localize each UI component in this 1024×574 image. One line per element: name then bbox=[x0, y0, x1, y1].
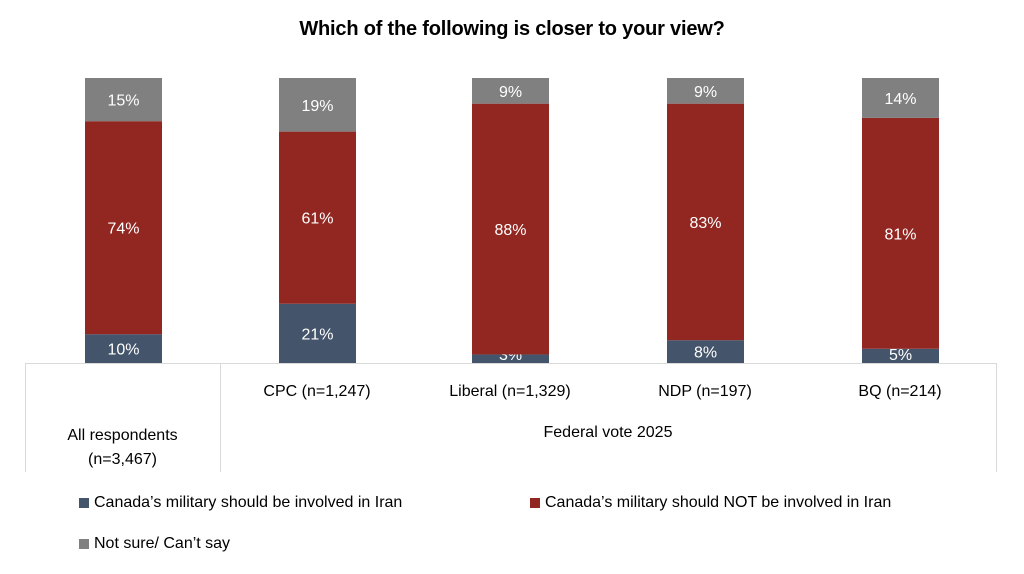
category-label-liberal: Liberal (n=1,329) bbox=[449, 383, 571, 400]
bar-ndp-not-involved bbox=[667, 103, 744, 341]
bar-cpc-not-involved bbox=[279, 131, 356, 304]
data-label-ndp-not-sure: 9% bbox=[694, 84, 717, 101]
category-label-all-line2: (n=3,467) bbox=[88, 451, 157, 468]
category-label-all: All respondents (n=3,467) bbox=[25, 424, 220, 472]
legend-label-not-involved: Canada’s military should NOT be involved… bbox=[545, 494, 892, 511]
category-label-all-line1: All respondents bbox=[67, 427, 178, 444]
data-label-ndp-not-involved: 83% bbox=[689, 215, 721, 232]
legend-label-involved: Canada’s military should be involved in … bbox=[94, 494, 403, 511]
bar-bq-involved bbox=[862, 348, 939, 363]
legend-item-involved: Canada’s military should be involved in … bbox=[79, 494, 402, 512]
data-label-cpc-not-involved: 61% bbox=[301, 211, 333, 228]
data-label-bq-not-involved: 81% bbox=[884, 226, 916, 243]
bar-ndp-involved bbox=[667, 340, 744, 363]
data-label-cpc-involved: 21% bbox=[301, 326, 333, 343]
data-label-bq-not-sure: 14% bbox=[884, 91, 916, 108]
bar-cpc-not-sure bbox=[279, 78, 356, 132]
data-label-all-not-involved: 74% bbox=[107, 221, 139, 238]
chart-title: Which of the following is closer to your… bbox=[299, 18, 725, 40]
data-label-all-involved: 10% bbox=[107, 342, 139, 359]
data-label-cpc-not-sure: 19% bbox=[301, 98, 333, 115]
category-table bbox=[25, 363, 997, 472]
data-label-ndp-involved: 8% bbox=[694, 345, 717, 362]
legend-swatch-not-sure bbox=[79, 539, 89, 549]
bar-liberal-involved bbox=[472, 354, 549, 363]
bar-all-not-involved bbox=[85, 121, 162, 335]
category-label-ndp: NDP (n=197) bbox=[658, 383, 752, 400]
bar-cpc-involved bbox=[279, 303, 356, 363]
bar-bq-not-involved bbox=[862, 117, 939, 349]
data-label-liberal-not-involved: 88% bbox=[494, 222, 526, 239]
category-label-cpc: CPC (n=1,247) bbox=[263, 383, 371, 400]
data-label-bq-involved: 5% bbox=[889, 347, 912, 364]
group-label-federal-vote: Federal vote 2025 bbox=[543, 424, 673, 441]
data-label-all-not-sure: 15% bbox=[107, 93, 139, 110]
bar-all-not-sure bbox=[85, 78, 162, 122]
bar-ndp-not-sure bbox=[667, 78, 744, 104]
legend-label-not-sure: Not sure/ Can’t say bbox=[94, 535, 231, 552]
category-label-bq: BQ (n=214) bbox=[858, 383, 942, 400]
bar-bq-not-sure bbox=[862, 78, 939, 118]
bar-all-involved bbox=[85, 334, 162, 363]
legend-item-not-involved: Canada’s military should NOT be involved… bbox=[530, 494, 891, 512]
legend-item-not-sure: Not sure/ Can’t say bbox=[79, 535, 230, 553]
legend-swatch-not-involved bbox=[530, 498, 540, 508]
legend-swatch-involved bbox=[79, 498, 89, 508]
bar-liberal-not-sure bbox=[472, 78, 549, 104]
data-label-liberal-not-sure: 9% bbox=[499, 84, 522, 101]
bar-liberal-not-involved bbox=[472, 103, 549, 355]
